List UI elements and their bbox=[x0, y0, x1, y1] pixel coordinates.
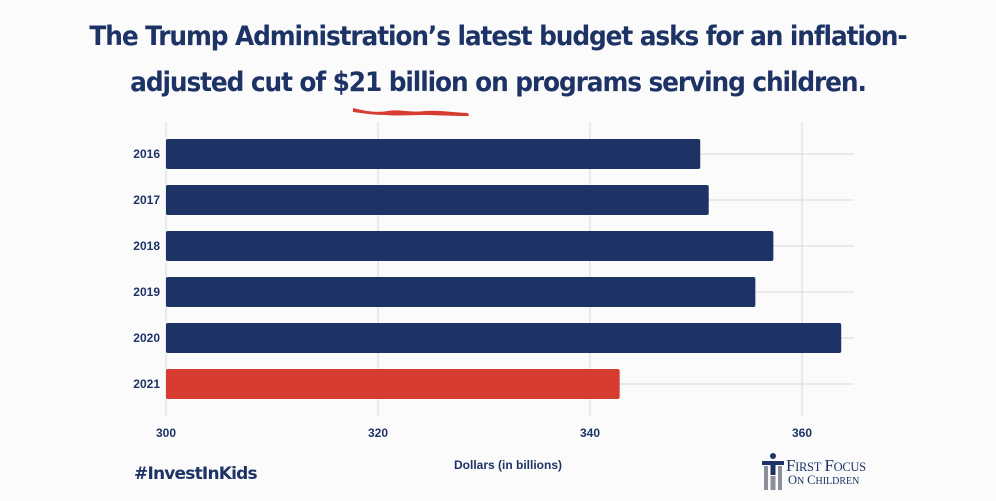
category-label-2016: 2016 bbox=[133, 147, 160, 161]
people-logo-icon bbox=[762, 453, 784, 490]
chart-title: The Trump Administration’s latest budget… bbox=[40, 14, 956, 106]
title-line-1: The Trump Administration’s latest budget… bbox=[89, 21, 907, 52]
category-label-2020: 2020 bbox=[133, 331, 160, 345]
category-label-2019: 2019 bbox=[133, 285, 160, 299]
category-label-2018: 2018 bbox=[133, 239, 160, 253]
x-axis-title: Dollars (in billions) bbox=[453, 458, 562, 472]
category-label-2021: 2021 bbox=[133, 377, 160, 391]
first-focus-logo: FIRST FOCUS ON CHILDREN bbox=[760, 452, 870, 492]
bar-2019 bbox=[166, 277, 756, 307]
bar-2016 bbox=[166, 139, 701, 169]
bar-2018 bbox=[166, 231, 774, 261]
x-tick-label-360: 360 bbox=[792, 426, 812, 440]
category-label-2017: 2017 bbox=[133, 193, 160, 207]
red-underline-squiggle bbox=[353, 108, 469, 116]
bar-2021 bbox=[166, 369, 620, 399]
category-labels: 2016 2017 2018 2019 2020 2021 bbox=[133, 147, 160, 391]
bar-2017 bbox=[166, 185, 709, 215]
title-line-2: adjusted cut of $21 billion on programs … bbox=[130, 67, 867, 98]
bars bbox=[166, 139, 842, 399]
hashtag: #InvestInKids bbox=[134, 464, 258, 484]
x-tick-label-340: 340 bbox=[580, 426, 600, 440]
bar-2020 bbox=[166, 323, 842, 353]
x-tick-label-300: 300 bbox=[156, 426, 176, 440]
x-tick-label-320: 320 bbox=[368, 426, 388, 440]
x-tick-labels: 300 320 340 360 bbox=[156, 426, 812, 440]
logo-text-line-2: ON CHILDREN bbox=[788, 473, 860, 487]
logo-text-line-1: FIRST FOCUS bbox=[786, 456, 866, 475]
